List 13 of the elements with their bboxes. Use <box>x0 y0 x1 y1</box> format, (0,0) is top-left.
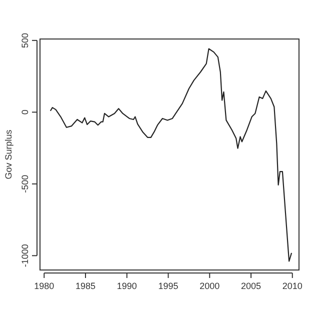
x-tick-label: 2005 <box>240 281 262 291</box>
y-tick-label: -1000 <box>20 244 30 268</box>
x-tick-label: 2000 <box>200 281 220 291</box>
x-tick-label: 1985 <box>75 281 96 291</box>
y-tick-label: 0 <box>20 110 30 115</box>
x-tick-label: 1990 <box>116 281 137 291</box>
y-tick-label: 500 <box>20 32 30 48</box>
x-tick-label: 1995 <box>158 281 178 291</box>
line-series <box>50 48 292 262</box>
y-tick-label: -500 <box>20 174 30 193</box>
y-axis-title: Gov Surplus <box>3 129 14 180</box>
x-tick-label: 2010 <box>282 281 302 291</box>
x-tick-label: 1980 <box>34 281 54 291</box>
